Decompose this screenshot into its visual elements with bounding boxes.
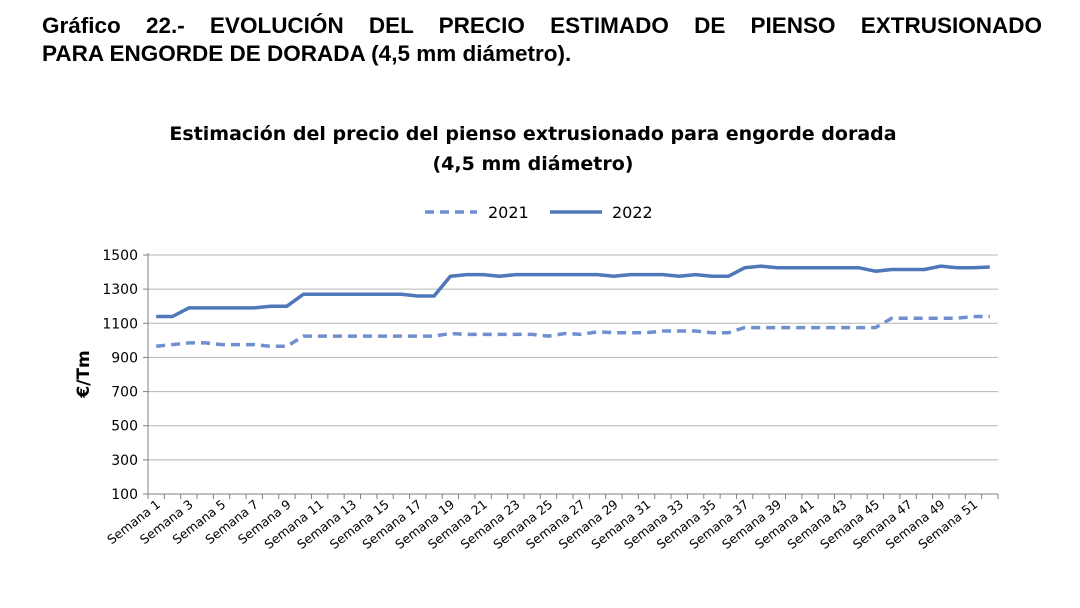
series-line-2021 bbox=[156, 314, 990, 349]
legend: 2021 2022 bbox=[425, 203, 653, 222]
y-axis-label: €/Tm bbox=[74, 350, 94, 398]
y-tick-label: 1500 bbox=[102, 248, 138, 264]
y-tick-label: 700 bbox=[111, 385, 138, 401]
legend-label-2022: 2022 bbox=[612, 203, 653, 222]
y-tick-label: 500 bbox=[111, 419, 138, 435]
figure-heading-line1: Gráfico 22.- EVOLUCIÓN DEL PRECIO ESTIMA… bbox=[42, 13, 1042, 38]
legend-label-2021: 2021 bbox=[488, 203, 529, 222]
figure-heading: Gráfico 22.- EVOLUCIÓN DEL PRECIO ESTIMA… bbox=[42, 12, 1042, 68]
series-line-2022 bbox=[156, 264, 990, 319]
gridlines bbox=[143, 254, 998, 495]
y-tick-label: 100 bbox=[111, 487, 138, 503]
axes bbox=[147, 253, 999, 499]
y-tick-labels: 100 300 500 700 900 1100 1300 1500 bbox=[102, 248, 138, 503]
y-tick-label: 300 bbox=[111, 453, 138, 469]
y-tick-label: 900 bbox=[111, 350, 138, 366]
figure-heading-line2: PARA ENGORDE DE DORADA (4,5 mm diámetro)… bbox=[42, 41, 572, 66]
y-tick-label: 1100 bbox=[102, 316, 138, 332]
chart-title-line2: (4,5 mm diámetro) bbox=[433, 153, 634, 175]
chart-title-line1: Estimación del precio del pienso extrusi… bbox=[169, 123, 896, 145]
series-lines bbox=[156, 264, 990, 349]
y-tick-label: 1300 bbox=[102, 282, 138, 298]
